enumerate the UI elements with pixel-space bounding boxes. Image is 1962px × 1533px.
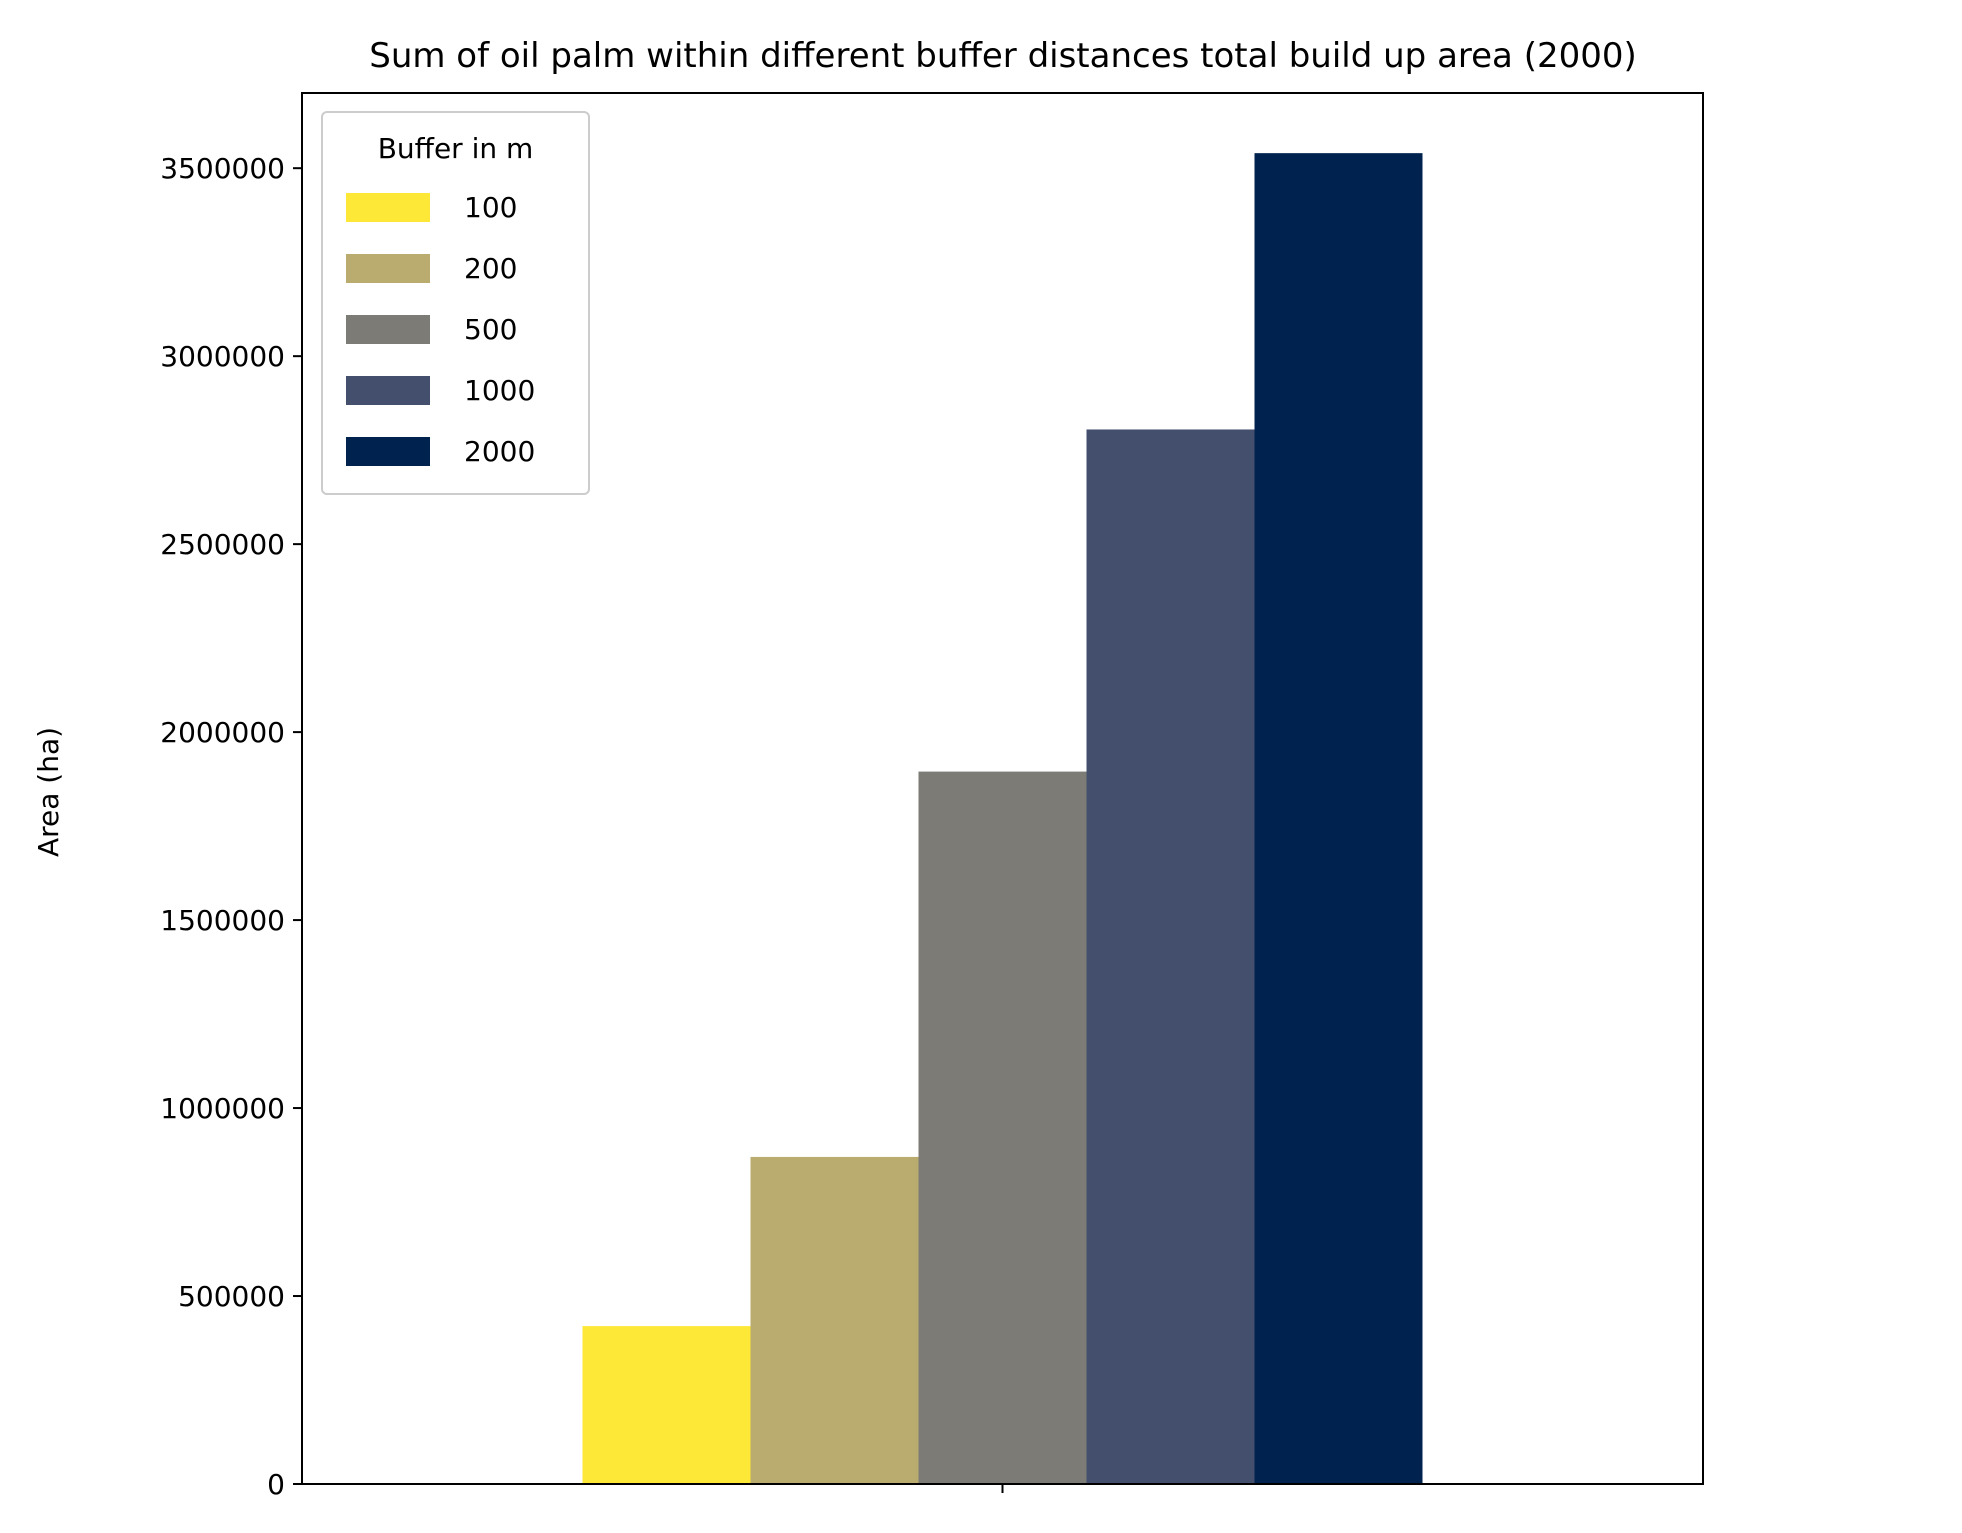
y-tick-label: 3000000 xyxy=(160,340,285,373)
bar-1000 xyxy=(1086,429,1255,1484)
bar-2000 xyxy=(1254,153,1423,1484)
legend-label-1000: 1000 xyxy=(464,374,535,407)
axes-group: 0 500000 1000000 1500000 2000000 2500000 30000… xyxy=(160,92,1704,1501)
y-tick-label: 2000000 xyxy=(160,716,285,749)
legend-label-200: 200 xyxy=(464,252,517,285)
bar-200 xyxy=(750,1156,919,1484)
legend-title: Buffer in m xyxy=(378,132,534,165)
legend-swatch-200 xyxy=(346,254,430,283)
legend-swatch-500 xyxy=(346,315,430,344)
y-tick-label: 0 xyxy=(267,1468,285,1501)
legend-swatch-2000 xyxy=(346,437,430,466)
legend-label-100: 100 xyxy=(464,191,517,224)
y-axis-label: Area (ha) xyxy=(32,727,65,857)
bar-100 xyxy=(582,1326,751,1484)
legend-box xyxy=(321,111,590,495)
legend-label-2000: 2000 xyxy=(464,435,535,468)
y-tick-label: 2500000 xyxy=(160,528,285,561)
y-tick-label: 500000 xyxy=(178,1280,285,1313)
legend-swatch-100 xyxy=(346,193,430,222)
y-tick-label: 3500000 xyxy=(160,152,285,185)
legend-label-500: 500 xyxy=(464,313,517,346)
y-tick-label: 1500000 xyxy=(160,904,285,937)
legend-swatch-1000 xyxy=(346,376,430,405)
bars-group xyxy=(582,153,1423,1484)
chart-title: Sum of oil palm within different buffer … xyxy=(369,36,1637,76)
legend: Buffer in m 100 200 500 1000 2000 xyxy=(321,111,590,495)
y-tick-label: 1000000 xyxy=(160,1092,285,1125)
bar-500 xyxy=(918,771,1087,1484)
